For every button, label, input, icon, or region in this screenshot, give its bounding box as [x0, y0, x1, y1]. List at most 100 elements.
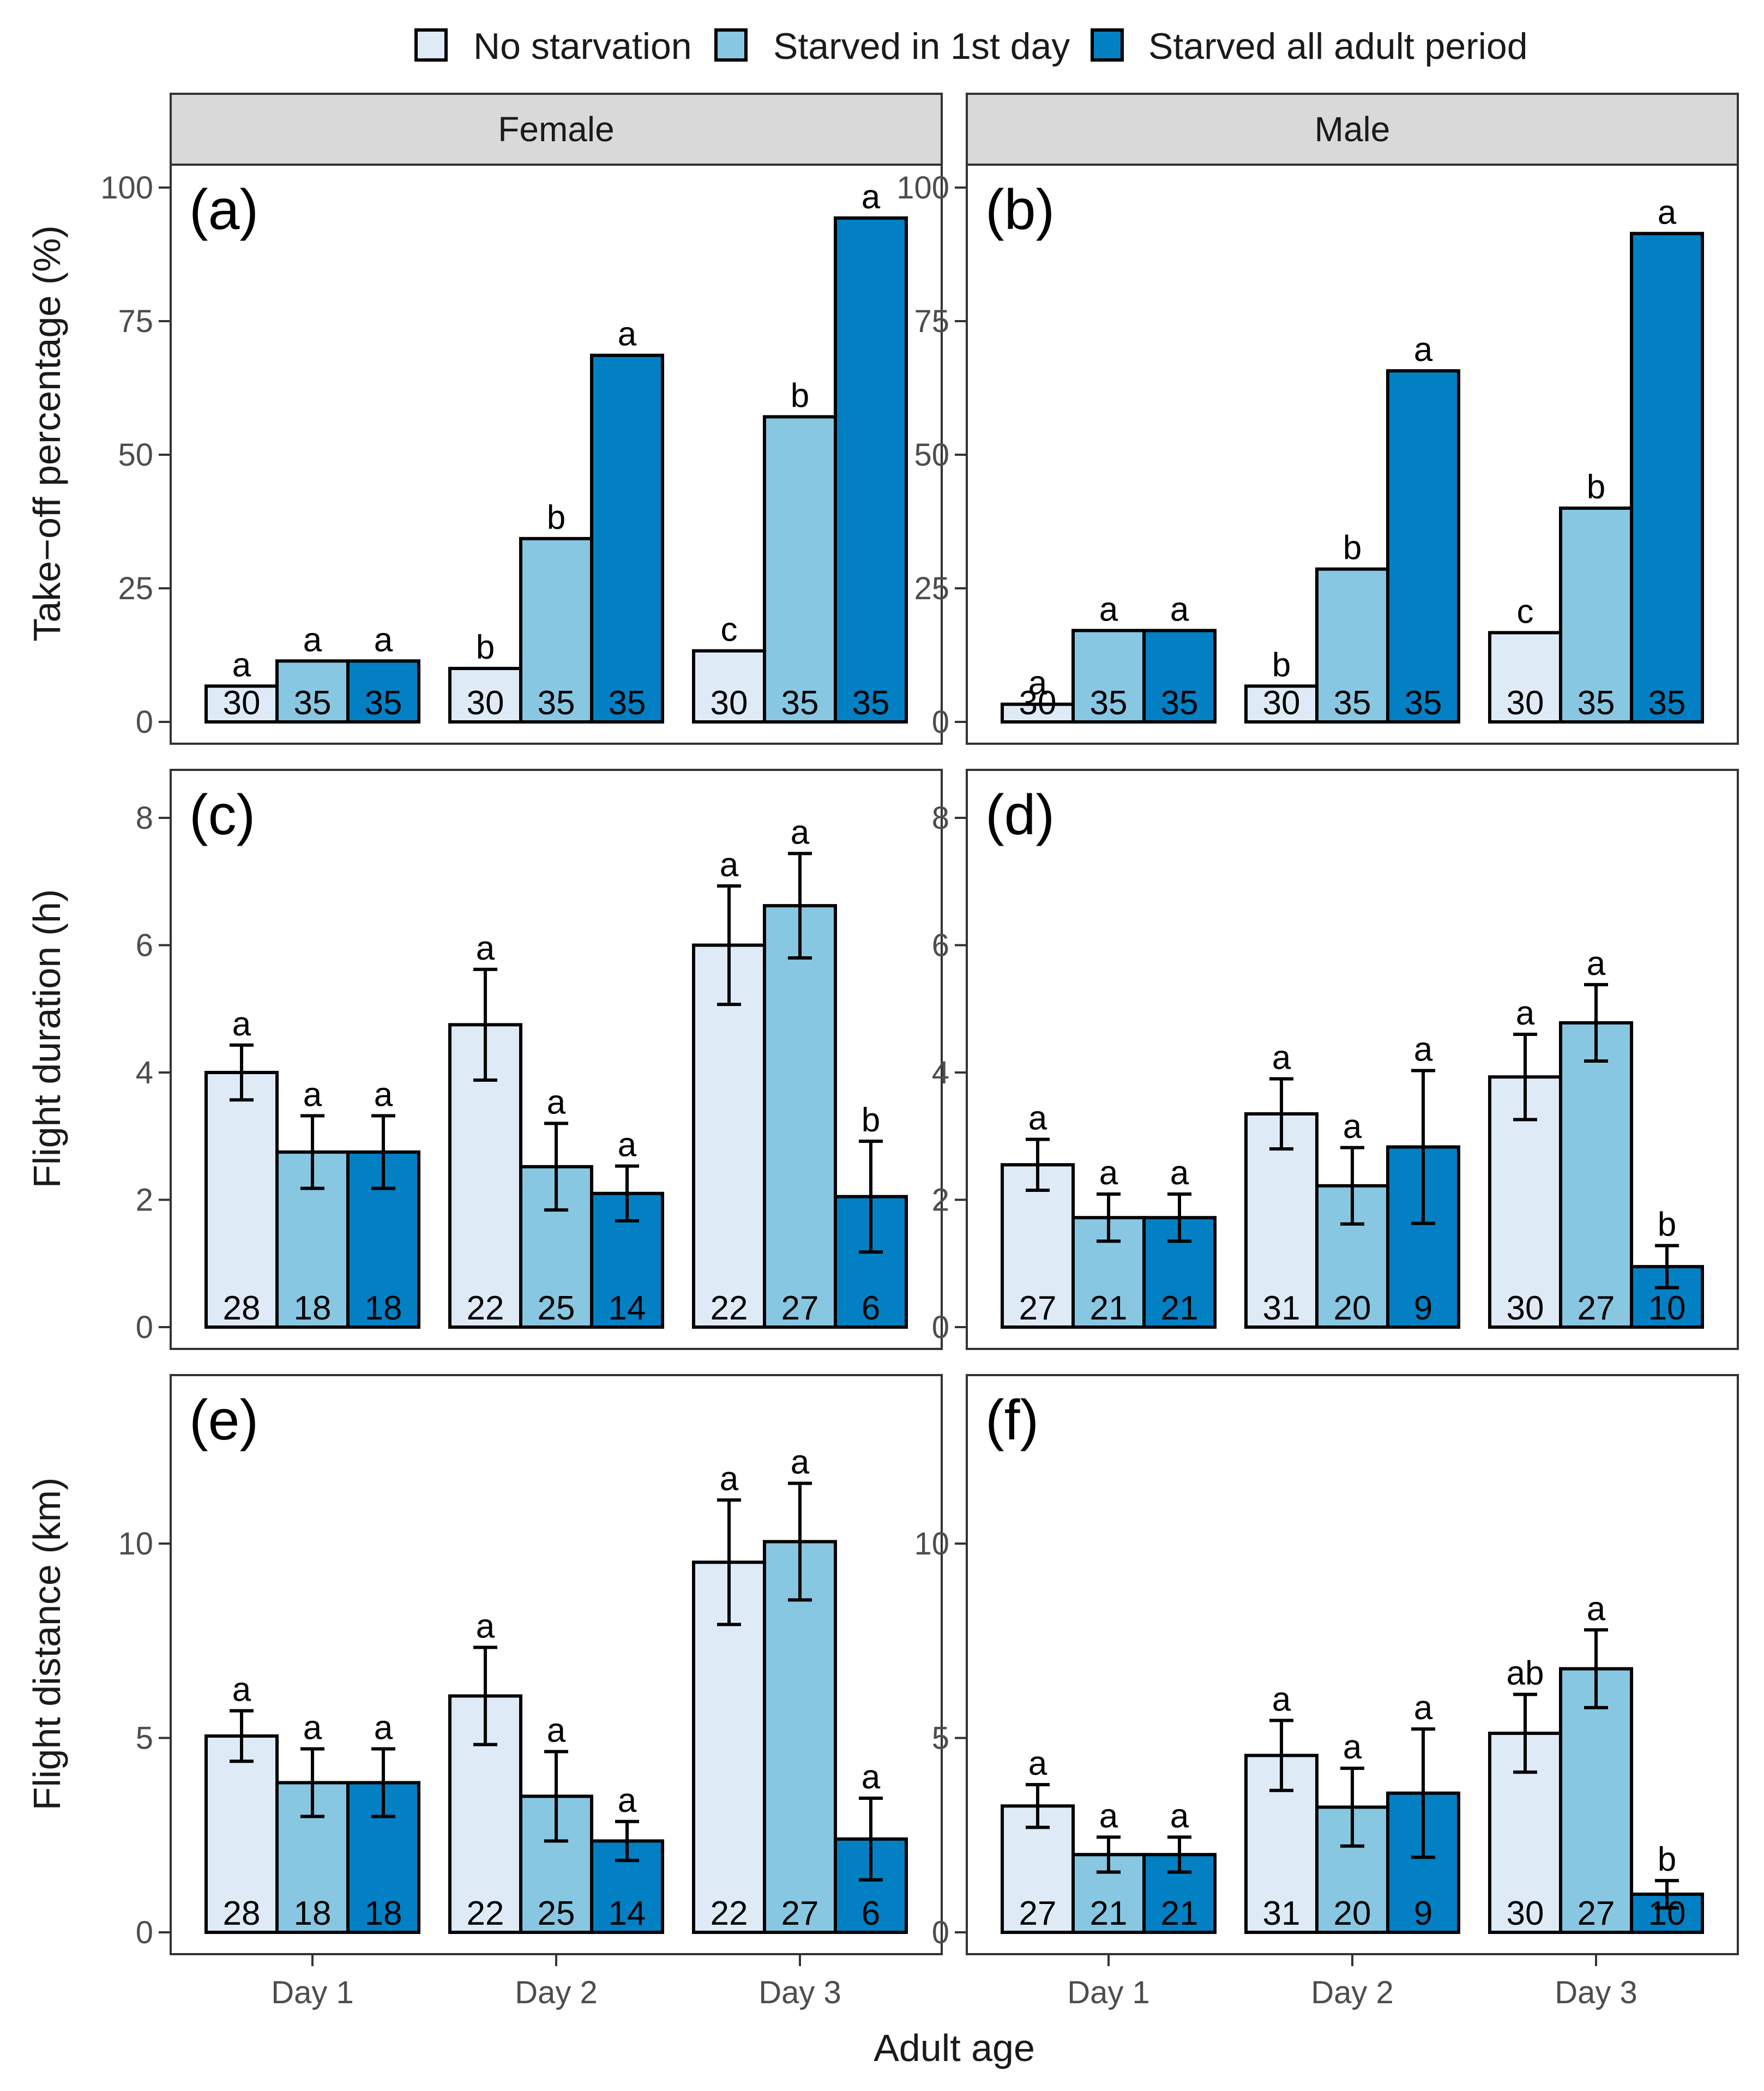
sample-size-label: 9 [1414, 1895, 1432, 1932]
sample-size-label: 18 [365, 1289, 402, 1327]
significance-letter: a [1343, 1728, 1362, 1766]
sample-size-label: 31 [1263, 1895, 1301, 1932]
significance-letter: a [232, 1005, 251, 1043]
y-tick-label: 2 [932, 1183, 949, 1218]
y-tick-label: 10 [118, 1526, 153, 1562]
panel-label: (b) [985, 178, 1055, 242]
significance-letter: a [1587, 945, 1606, 983]
significance-letter: a [1658, 194, 1677, 231]
bar-no-starvation-day-1 [1001, 702, 1075, 724]
x-tick-label: Day 1 [1067, 1975, 1150, 2010]
y-tick-label: 25 [118, 571, 153, 606]
y-tick-label: 4 [932, 1055, 949, 1090]
significance-letter: a [1414, 331, 1433, 369]
sample-size-label: 27 [1019, 1289, 1057, 1327]
significance-letter: b [1587, 468, 1605, 506]
x-tick-label: Day 3 [1555, 1975, 1637, 2010]
y-tick-label: 75 [118, 304, 153, 339]
sample-size-label: 18 [294, 1895, 332, 1932]
sample-size-label: 21 [1090, 1289, 1128, 1327]
y-axis-title-duration: Flight duration (h) [26, 889, 68, 1189]
y-tick-label: 4 [136, 1055, 153, 1090]
panel-f: 0 5 10 (f) a 27 a 21 a 21 Day 1 a 31 a 20 a 9 Day 2 ab 30 a 2… [914, 1374, 1739, 2010]
significance-letter: a [1099, 590, 1118, 628]
bar-starved-1st-day-day-3 [1559, 1021, 1633, 1329]
y-tick-label: 75 [914, 304, 949, 339]
bar-starved-1st-day-day-2 [1315, 567, 1389, 724]
x-tick-label: Day 3 [758, 1975, 841, 2010]
sample-size-label: 22 [711, 1289, 748, 1327]
legend-swatch-starved-all [1091, 28, 1124, 62]
significance-letter: a [1587, 1590, 1606, 1628]
sample-size-label: 10 [1648, 1289, 1686, 1327]
y-axis-title-distance: Flight distance (km) [26, 1478, 68, 1811]
significance-letter: a [1099, 1797, 1118, 1835]
facet-strip-female [170, 93, 943, 166]
bar-starved-1st-day-day-2 [519, 537, 593, 724]
significance-letter: a [618, 1126, 637, 1164]
legend: No starvation Starved in 1st day Starved… [414, 26, 1528, 67]
sample-size-label: 14 [609, 1289, 646, 1327]
significance-letter: a [1272, 1039, 1291, 1077]
y-tick-label: 0 [932, 1915, 949, 1950]
sample-size-label: 35 [1334, 684, 1371, 722]
sample-size-label: 21 [1161, 1895, 1199, 1932]
sample-size-label: 35 [538, 684, 575, 722]
significance-letter: a [547, 1083, 566, 1121]
sample-size-label: 27 [781, 1895, 819, 1932]
bar-starved-1st-day-day-3 [1559, 1667, 1633, 1935]
sample-size-label: 35 [1161, 684, 1199, 722]
sample-size-label: 20 [1334, 1895, 1371, 1932]
significance-letter: a [1516, 995, 1535, 1032]
sample-size-label: 14 [609, 1895, 646, 1932]
y-tick-label: 0 [932, 1310, 949, 1345]
y-tick-label: 50 [914, 437, 949, 473]
y-tick-label: 0 [136, 704, 153, 740]
significance-letter: a [791, 813, 810, 851]
significance-letter: b [1658, 1206, 1676, 1244]
facet-label-male: Male [1315, 110, 1390, 149]
significance-letter: a [232, 1671, 251, 1709]
sample-size-label: 30 [1507, 1895, 1544, 1932]
x-tick-label: Day 1 [271, 1975, 354, 2010]
y-tick-label: 5 [136, 1721, 153, 1756]
sample-size-label: 35 [609, 684, 646, 722]
significance-letter: a [1414, 1689, 1433, 1727]
significance-letter: a [618, 316, 637, 353]
significance-letter: a [1343, 1108, 1362, 1146]
bar-starved-all-day-3 [834, 216, 908, 724]
sample-size-label: 30 [1507, 684, 1544, 722]
sample-size-label: 35 [1405, 684, 1442, 722]
significance-letter: a [303, 1076, 322, 1113]
y-tick-label: 25 [914, 571, 949, 606]
sample-size-label: 18 [294, 1289, 332, 1327]
significance-letter: a [720, 1460, 739, 1498]
sample-size-label: 28 [223, 1289, 261, 1327]
sample-size-label: 27 [781, 1289, 819, 1327]
y-tick-label: 0 [136, 1915, 153, 1950]
significance-letter: a [1170, 1154, 1189, 1192]
panel-label: (a) [189, 178, 258, 242]
significance-letter: a [618, 1782, 637, 1819]
significance-letter: a [862, 1758, 881, 1796]
significance-letter: a [303, 1709, 322, 1746]
sample-size-label: 30 [711, 684, 748, 722]
significance-letter: b [476, 629, 495, 666]
panel-d: 0 2 4 6 8 (d) a 27 a 21 a 21 a 31 a 20 a 9 a 30 a 27 b 10 [932, 769, 1739, 1350]
significance-letter: b [1343, 529, 1362, 567]
legend-label-starved-all: Starved all adult period [1148, 26, 1528, 67]
significance-letter: b [862, 1101, 880, 1139]
significance-letter: a [1272, 1680, 1291, 1718]
bar-starved-all-day-2 [590, 1839, 664, 1935]
bar-no-starvation-day-1 [204, 1071, 279, 1329]
bar-starved-1st-day-day-3 [763, 415, 837, 724]
significance-letter: a [374, 1076, 393, 1113]
panel-e: 0 5 10 (e) a 28 a 18 a 18 Day 1 a 22 a 25 a 14 Day 2 a 22 a 2… [118, 1374, 943, 2010]
bar-starved-all-day-1 [346, 659, 420, 724]
significance-letter: a [547, 1712, 566, 1749]
sample-size-label: 30 [467, 684, 504, 722]
significance-letter: ab [1507, 1655, 1544, 1692]
significance-letter: a [1414, 1031, 1433, 1068]
sample-size-label: 35 [1648, 684, 1686, 722]
facet-label-female: Female [498, 110, 614, 149]
